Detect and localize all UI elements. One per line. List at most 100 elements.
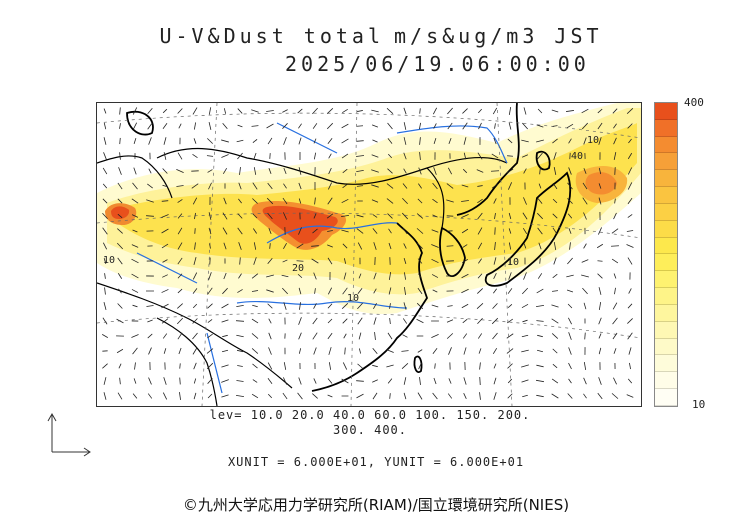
wind-arrow: [358, 273, 362, 279]
wind-arrow: [552, 227, 558, 235]
wind-arrow: [629, 362, 631, 370]
colorbar-step: [655, 203, 677, 221]
wind-arrow: [104, 273, 106, 279]
wind-arrow: [551, 304, 559, 308]
wind-arrow: [447, 107, 453, 115]
wind-arrow: [521, 379, 529, 383]
wind-arrow: [416, 213, 424, 219]
wind-arrow: [582, 197, 588, 205]
wind-arrow: [614, 198, 616, 204]
wind-arrow: [417, 258, 423, 264]
wind-arrow: [146, 215, 154, 217]
wind-arrow: [539, 167, 541, 175]
wind-arrow: [147, 183, 153, 189]
wind-arrow: [267, 182, 273, 190]
wind-arrow: [208, 227, 212, 235]
wind-arrow: [296, 260, 304, 262]
wind-arrow: [477, 333, 483, 339]
border-mongolia: [156, 148, 508, 185]
wind-arrow: [372, 379, 378, 383]
wind-arrow: [553, 241, 557, 251]
wind-arrow: [627, 182, 633, 190]
wind-arrow: [252, 182, 258, 190]
wind-arrow: [463, 393, 467, 399]
wind-arrow: [447, 122, 453, 130]
coastline-japan-north: [535, 150, 551, 171]
wind-arrow: [237, 108, 243, 114]
wind-arrow: [267, 362, 273, 370]
wind-arrow: [568, 378, 572, 384]
wind-arrow: [401, 350, 409, 352]
wind-arrow: [163, 137, 167, 145]
wind-arrow: [583, 302, 587, 310]
wind-arrow: [163, 377, 167, 385]
wind-arrow: [627, 318, 633, 324]
wind-arrow: [312, 393, 318, 399]
wind-arrow: [389, 393, 391, 399]
wind-arrow: [598, 183, 602, 189]
wind-arrow: [341, 198, 349, 204]
wind-arrow: [102, 183, 108, 189]
wind-arrow: [522, 319, 528, 323]
wind-arrow: [433, 123, 437, 129]
wind-arrow: [208, 182, 212, 190]
wind-arrow: [477, 212, 483, 220]
wind-arrow: [162, 122, 168, 130]
wind-arrow: [297, 108, 303, 114]
wind-arrow: [192, 153, 198, 159]
colorbar-step: [655, 338, 677, 356]
wind-arrow: [584, 332, 586, 340]
coastline-china-east: [311, 222, 428, 392]
wind-arrow: [328, 347, 332, 355]
wind-arrow: [568, 138, 572, 144]
wind-arrow: [493, 288, 497, 294]
wind-arrow: [506, 333, 514, 339]
wind-arrow: [179, 377, 181, 385]
colorbar-step: [655, 254, 677, 272]
wind-arrow: [552, 363, 558, 369]
wind-arrow: [298, 377, 302, 385]
wind-arrow: [178, 347, 182, 355]
colorbar-step: [655, 119, 677, 137]
wind-arrow: [208, 212, 212, 220]
wind-arrow: [507, 318, 513, 324]
wind-arrow: [597, 260, 603, 262]
wind-arrow: [432, 392, 438, 400]
wind-arrow: [102, 212, 108, 220]
wind-arrow: [419, 137, 421, 145]
wind-arrow: [477, 152, 483, 160]
wind-arrow: [103, 257, 107, 265]
wind-arrow: [193, 378, 197, 384]
wind-arrow: [177, 288, 183, 294]
wind-arrow: [535, 379, 545, 383]
wind-arrow: [358, 348, 362, 354]
wind-arrow: [252, 198, 258, 204]
wind-arrow: [252, 228, 258, 234]
wind-arrow: [461, 200, 469, 202]
wind-arrow: [522, 122, 528, 130]
wind-arrow: [598, 197, 602, 205]
wind-arrow: [431, 229, 439, 233]
wind-arrow: [102, 227, 108, 235]
wind-arrow: [221, 364, 229, 368]
wind-arrow: [147, 108, 153, 114]
wind-arrow: [237, 213, 243, 219]
wind-arrow: [522, 227, 528, 235]
wind-arrow: [146, 305, 154, 307]
wind-arrow: [117, 228, 123, 234]
wind-arrow: [221, 319, 229, 323]
wind-arrow: [326, 213, 334, 219]
wind-arrow: [251, 109, 259, 113]
wind-arrow: [507, 138, 513, 144]
map-canvas: 20 10 10 10 10 40: [97, 103, 641, 406]
colorbar-step: [655, 237, 677, 255]
wind-arrow: [493, 377, 497, 385]
wind-arrow: [223, 197, 227, 205]
wind-arrow: [343, 272, 347, 280]
wind-arrow: [252, 139, 258, 143]
wind-arrow: [283, 377, 287, 385]
wind-arrow: [356, 214, 364, 218]
wind-arrow: [266, 274, 274, 278]
wind-arrow: [626, 108, 634, 114]
wind-arrow: [132, 107, 138, 115]
